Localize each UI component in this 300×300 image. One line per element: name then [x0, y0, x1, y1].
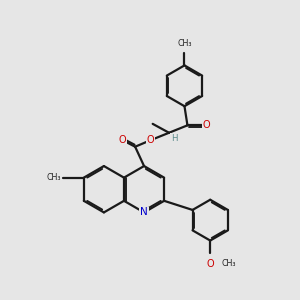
- Text: CH₃: CH₃: [46, 173, 61, 182]
- Text: CH₃: CH₃: [221, 259, 236, 268]
- Text: CH₃: CH₃: [177, 40, 192, 49]
- Text: N: N: [140, 207, 148, 218]
- Text: O: O: [119, 135, 127, 145]
- Text: H: H: [171, 134, 178, 142]
- Text: O: O: [206, 259, 214, 269]
- Text: O: O: [147, 135, 154, 145]
- Text: O: O: [203, 120, 211, 130]
